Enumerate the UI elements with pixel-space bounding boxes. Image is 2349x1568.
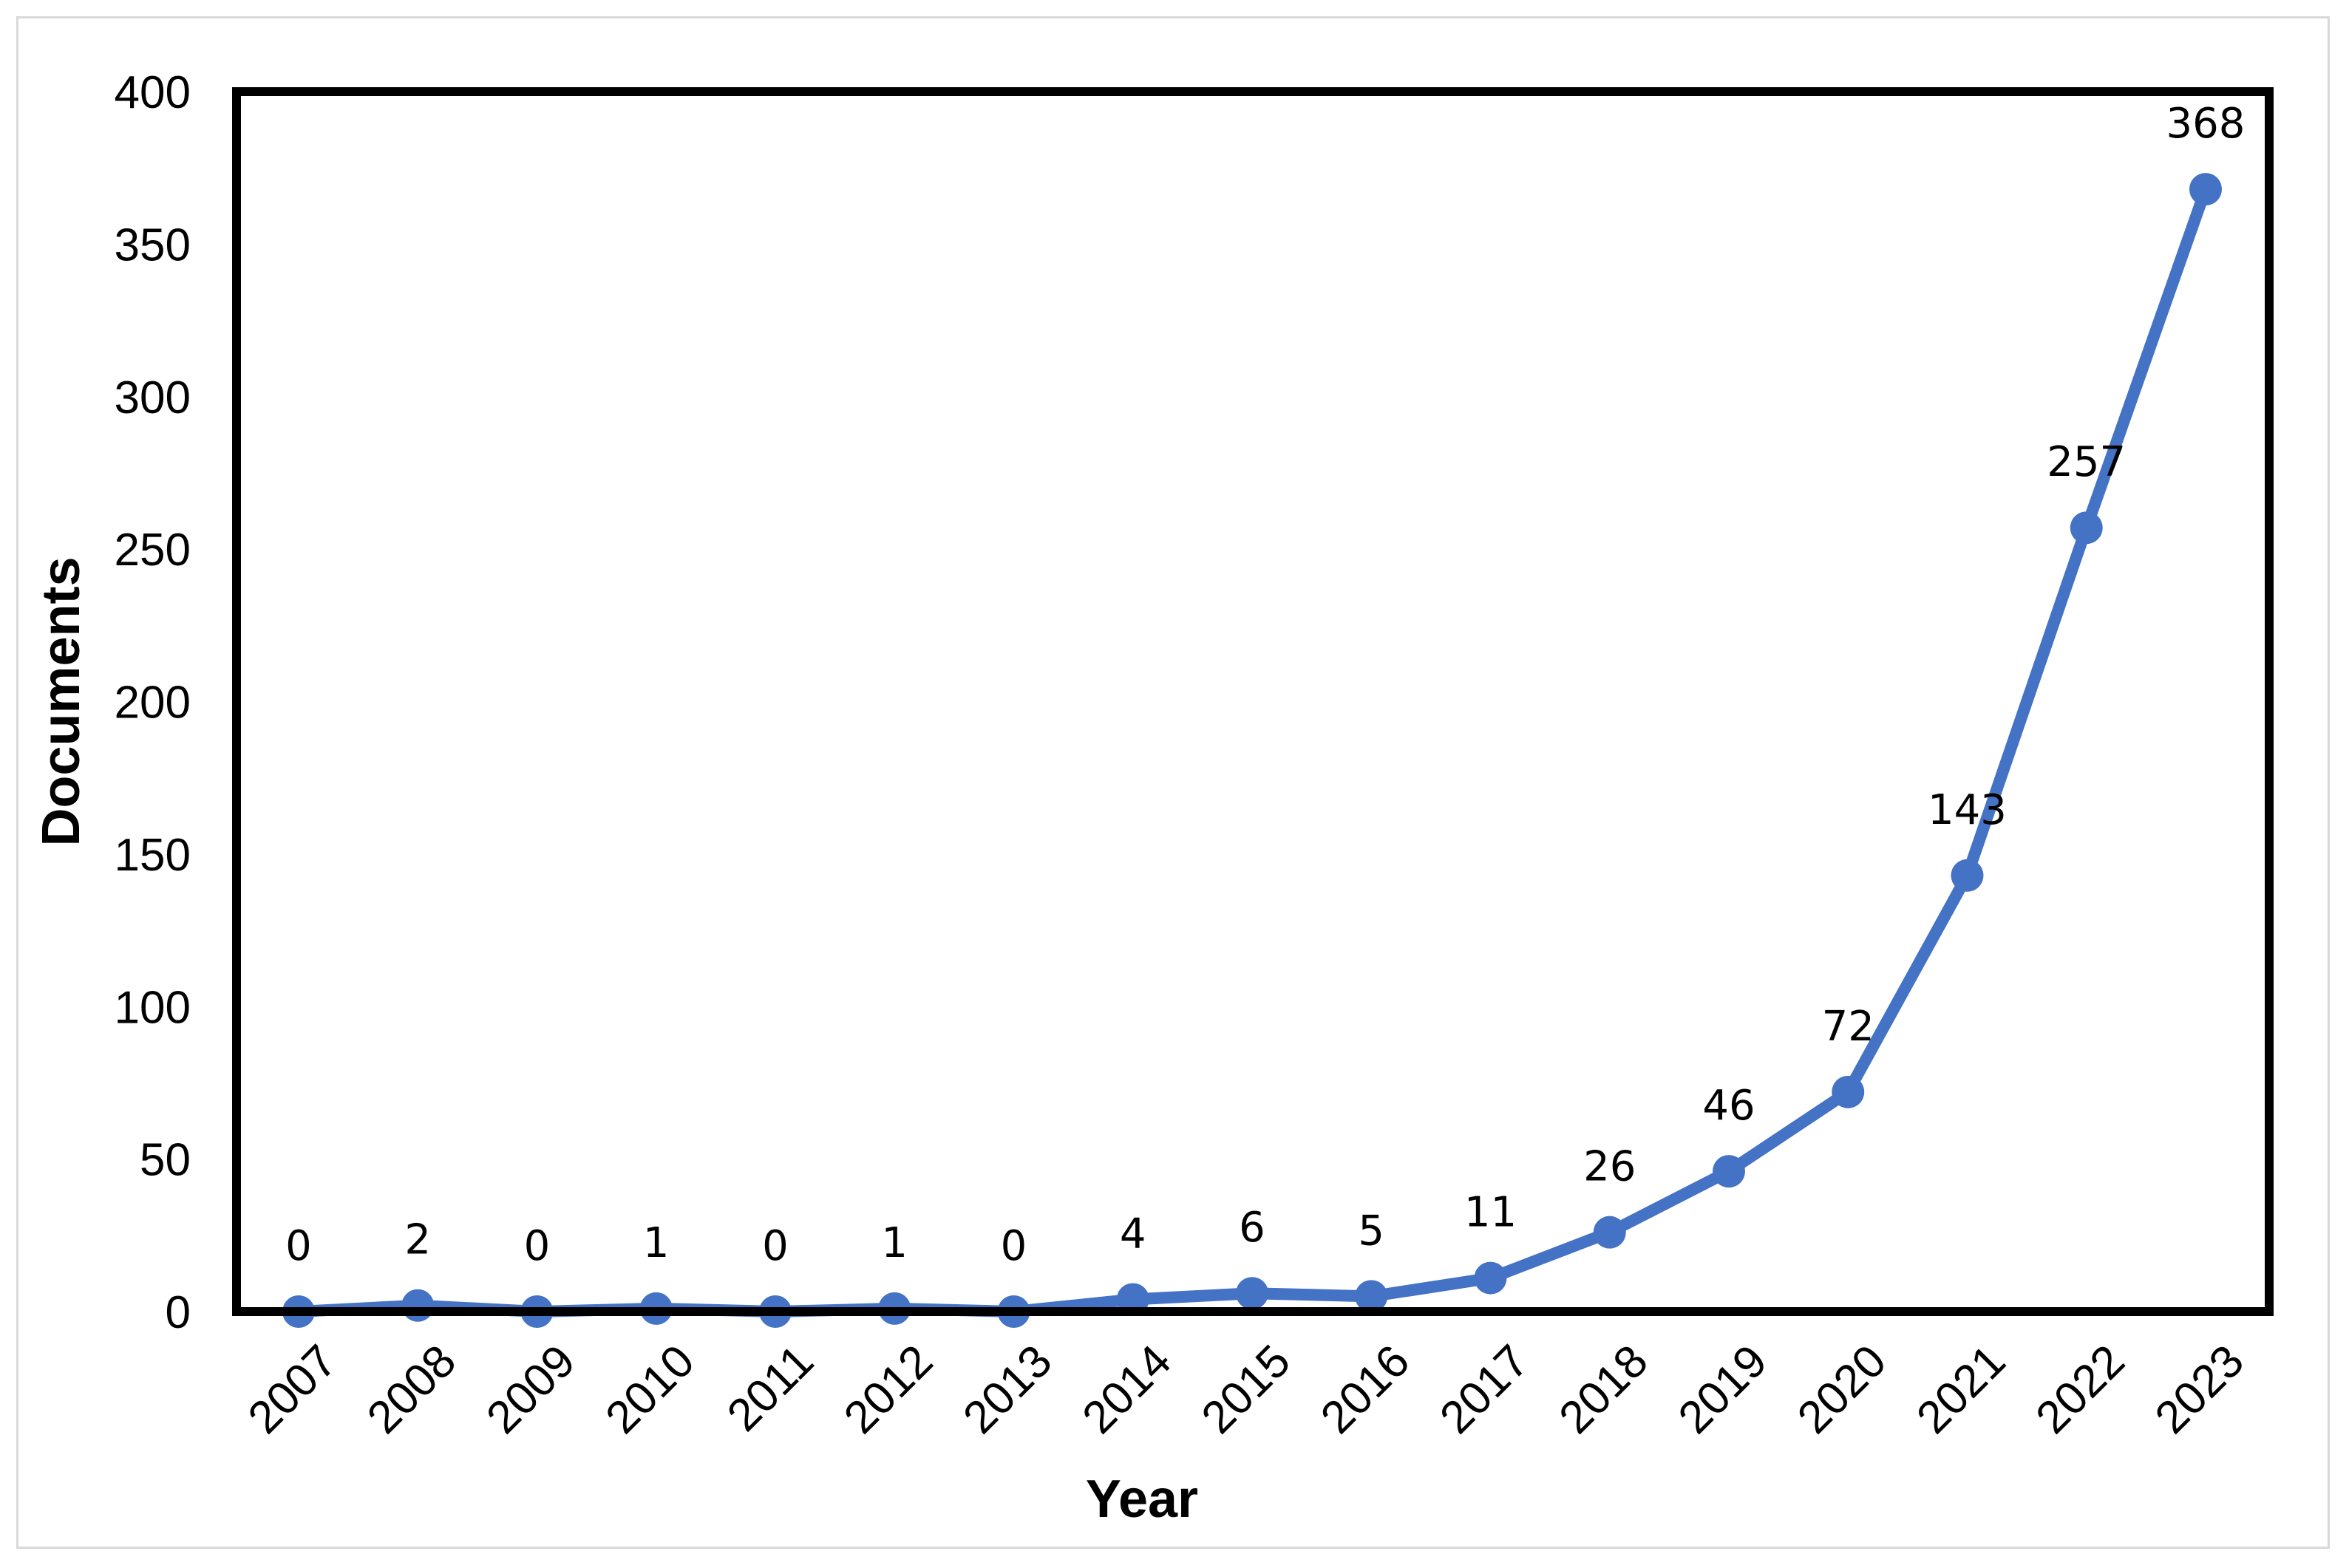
data-label: 2 [404, 1216, 431, 1264]
data-label: 0 [762, 1222, 789, 1270]
y-axis-title: Documents [32, 556, 91, 846]
data-point [2189, 173, 2222, 206]
data-label: 368 [2166, 100, 2246, 148]
x-tick-label: 2018 [1549, 1335, 1657, 1443]
data-point [1951, 859, 1984, 892]
y-tick-label: 0 [166, 1287, 191, 1338]
data-point [1474, 1261, 1507, 1295]
x-tick-label: 2007 [239, 1335, 347, 1443]
data-point [1832, 1075, 1865, 1108]
data-label: 1 [643, 1219, 670, 1267]
data-label: 0 [524, 1222, 551, 1270]
x-tick-label: 2016 [1311, 1335, 1419, 1443]
x-tick-label: 2014 [1072, 1335, 1180, 1443]
data-label: 0 [1001, 1222, 1027, 1270]
x-tick-label: 2010 [596, 1335, 704, 1443]
x-tick-label: 2013 [953, 1335, 1061, 1443]
y-tick-label: 250 [115, 525, 191, 576]
data-point [1236, 1277, 1268, 1310]
data-point [1355, 1280, 1388, 1313]
data-label: 46 [1702, 1082, 1755, 1130]
y-tick-label: 200 [115, 678, 191, 729]
data-label: 1 [881, 1219, 908, 1267]
x-axis-title: Year [1086, 1470, 1198, 1529]
x-tick-label: 2012 [834, 1335, 942, 1443]
x-tick-label: 2022 [2026, 1335, 2134, 1443]
x-tick-label: 2015 [1192, 1335, 1300, 1443]
x-tick-label: 2008 [358, 1335, 466, 1443]
y-tick-label: 400 [115, 67, 191, 118]
y-tick-label: 300 [115, 372, 191, 423]
data-label: 11 [1464, 1189, 1517, 1237]
x-tick-label: 2020 [1788, 1335, 1896, 1443]
x-tick-label: 2011 [718, 1335, 823, 1441]
data-point [401, 1289, 435, 1322]
x-tick-label: 2009 [477, 1335, 585, 1443]
data-label: 6 [1239, 1204, 1265, 1252]
data-label: 72 [1822, 1003, 1874, 1051]
series-documents [282, 173, 2222, 1328]
y-tick-label: 150 [115, 830, 191, 881]
data-point [1713, 1155, 1745, 1188]
data-label: 0 [285, 1222, 312, 1270]
data-label: 5 [1358, 1207, 1384, 1255]
x-axis-ticks: 2007 2008 2009 2010 2011 2012 2013 2014 2015 2016… [239, 1335, 2254, 1443]
data-label: 4 [1120, 1210, 1146, 1258]
x-tick-label: 2021 [1907, 1335, 2015, 1443]
data-point [2070, 511, 2103, 545]
data-label: 26 [1583, 1143, 1636, 1191]
plot-area-frame [232, 87, 2274, 1316]
data-label: 143 [1928, 786, 2007, 834]
x-tick-label: 2017 [1430, 1335, 1538, 1443]
y-axis-ticks: 0 50 100 150 200 250 300 350 400 [115, 67, 191, 1338]
series-line [293, 183, 2212, 1318]
y-tick-label: 100 [115, 982, 191, 1033]
data-label: 257 [2047, 438, 2126, 486]
y-tick-label: 50 [140, 1135, 191, 1186]
y-tick-label: 350 [115, 219, 191, 270]
data-point [1593, 1216, 1626, 1249]
x-tick-label: 2019 [1669, 1335, 1777, 1443]
x-tick-label: 2023 [2146, 1335, 2254, 1443]
